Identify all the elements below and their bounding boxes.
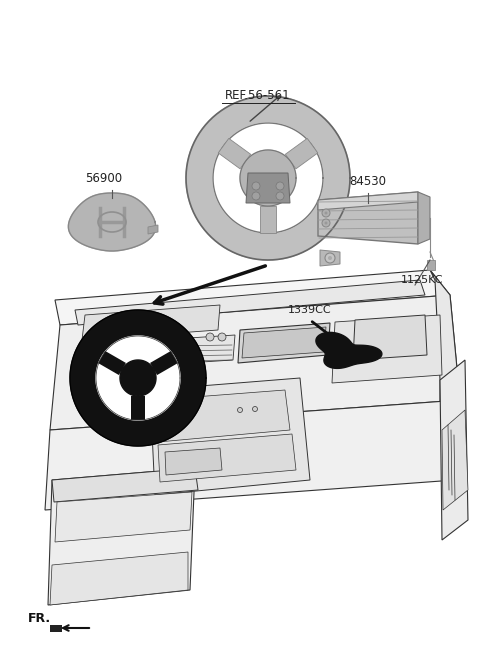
Circle shape xyxy=(252,192,260,200)
Polygon shape xyxy=(50,552,188,605)
Polygon shape xyxy=(96,336,180,420)
Polygon shape xyxy=(75,280,425,325)
Polygon shape xyxy=(110,370,165,420)
Circle shape xyxy=(252,182,260,190)
Bar xyxy=(427,260,435,270)
Polygon shape xyxy=(55,270,450,325)
Circle shape xyxy=(206,333,214,341)
Text: 84530: 84530 xyxy=(349,175,386,188)
Polygon shape xyxy=(286,139,318,169)
Text: 1339CC: 1339CC xyxy=(288,305,332,315)
Text: 56900: 56900 xyxy=(85,172,122,185)
Polygon shape xyxy=(48,468,195,605)
Circle shape xyxy=(218,333,226,341)
Circle shape xyxy=(104,350,112,358)
Polygon shape xyxy=(45,400,460,510)
Text: FR.: FR. xyxy=(28,612,51,625)
Polygon shape xyxy=(148,225,158,234)
Polygon shape xyxy=(82,305,220,340)
Circle shape xyxy=(91,351,99,359)
Polygon shape xyxy=(55,492,192,542)
Polygon shape xyxy=(440,360,468,540)
Polygon shape xyxy=(98,351,126,375)
Polygon shape xyxy=(120,360,156,396)
Polygon shape xyxy=(238,323,330,363)
Text: 1125KC: 1125KC xyxy=(401,275,443,285)
Circle shape xyxy=(276,192,284,200)
Circle shape xyxy=(328,256,332,260)
Polygon shape xyxy=(218,139,251,169)
Polygon shape xyxy=(242,327,326,358)
Circle shape xyxy=(324,221,327,225)
Polygon shape xyxy=(52,468,198,502)
Polygon shape xyxy=(158,434,296,482)
Circle shape xyxy=(238,407,242,413)
Polygon shape xyxy=(318,192,418,244)
Polygon shape xyxy=(150,351,178,375)
Circle shape xyxy=(276,182,284,190)
Polygon shape xyxy=(150,378,310,495)
Text: REF.56-561: REF.56-561 xyxy=(225,89,291,102)
Polygon shape xyxy=(316,332,382,369)
Polygon shape xyxy=(240,150,296,206)
Polygon shape xyxy=(213,123,323,233)
Polygon shape xyxy=(260,206,276,233)
Polygon shape xyxy=(246,173,290,203)
Polygon shape xyxy=(318,192,418,210)
Circle shape xyxy=(325,253,335,263)
Circle shape xyxy=(252,407,257,411)
Polygon shape xyxy=(320,250,340,266)
Polygon shape xyxy=(418,192,430,244)
Polygon shape xyxy=(442,410,468,510)
Polygon shape xyxy=(131,396,145,420)
Polygon shape xyxy=(50,625,62,632)
Polygon shape xyxy=(155,390,290,442)
Circle shape xyxy=(324,212,327,214)
Polygon shape xyxy=(430,270,460,430)
Polygon shape xyxy=(165,448,222,475)
Circle shape xyxy=(322,209,330,217)
Polygon shape xyxy=(50,295,460,430)
Polygon shape xyxy=(69,193,156,251)
Circle shape xyxy=(322,219,330,227)
Circle shape xyxy=(172,413,178,417)
Polygon shape xyxy=(70,310,206,446)
Polygon shape xyxy=(78,335,235,370)
Polygon shape xyxy=(353,315,427,360)
Polygon shape xyxy=(186,96,350,260)
Circle shape xyxy=(182,411,188,417)
Polygon shape xyxy=(332,315,442,383)
